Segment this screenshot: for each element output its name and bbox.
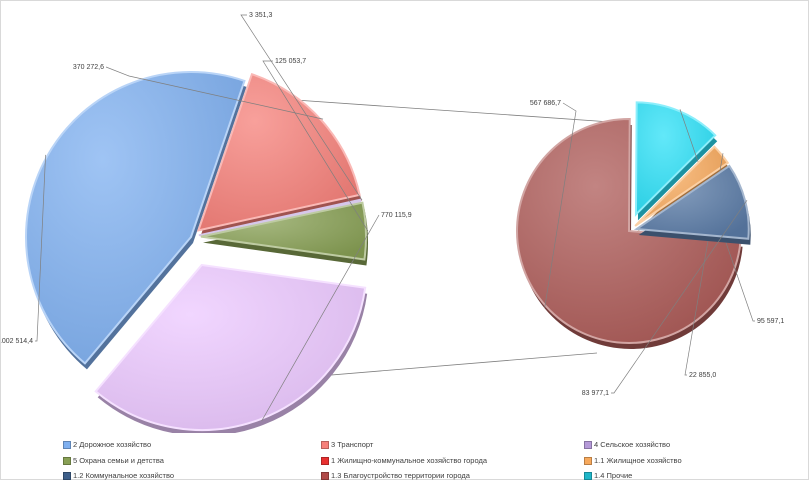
legend-swatch	[321, 457, 329, 466]
legend-label: 1.4 Прочие	[594, 471, 633, 480]
data-label: 1002 514,4	[1, 338, 33, 345]
pie-slice	[198, 198, 362, 237]
legend-label: 1 Жилищно-коммунальное хозяйство города	[331, 456, 488, 465]
pie-slice	[196, 72, 361, 232]
leader-line	[35, 154, 46, 342]
chart-legend: 2 Дорожное хозяйство 3 Транспорт 4 Сельско…	[1, 433, 809, 481]
chart-canvas: 1002 514,4 370 272,6 3 351,3 125 053,7 770 1…	[1, 12, 784, 433]
pie-slice	[633, 164, 750, 240]
data-label: 125 053,7	[275, 58, 306, 65]
data-label: 22 855,0	[689, 372, 716, 379]
data-label: 770 115,9	[381, 212, 412, 219]
legend-label: 1.2 Коммунальное хозяйство	[73, 471, 175, 480]
legend-item: 1 Жилищно-коммунальное хозяйство города	[321, 455, 487, 467]
legend-item: 1.4 Прочие	[584, 470, 632, 482]
legend-label: 3 Транспорт	[331, 440, 374, 449]
legend-swatch	[63, 457, 71, 466]
legend-swatch	[584, 441, 592, 450]
legend-item: 4 Сельское хозяйство	[584, 439, 670, 451]
data-label: 3 351,3	[249, 12, 272, 19]
legend-swatch	[63, 472, 71, 481]
leader-line	[261, 214, 380, 422]
legend-label: 4 Сельское хозяйство	[594, 440, 671, 449]
data-label: 370 272,6	[73, 64, 104, 71]
pie-slice	[634, 145, 730, 227]
data-label: 95 597,1	[757, 318, 784, 325]
leader-line	[240, 14, 363, 201]
legend-item: 5 Охрана семьи и детства	[63, 455, 164, 467]
pie-slice	[634, 101, 717, 217]
legend-item: 3 Транспорт	[321, 439, 373, 451]
legend-label: 5 Охрана семьи и детства	[73, 456, 164, 465]
leader-line	[544, 102, 577, 308]
pie-slice	[25, 71, 246, 365]
data-label: 567 686,7	[530, 100, 561, 107]
legend-label: 1.1 Жилищное хозяйство	[594, 456, 682, 465]
legend-swatch	[321, 472, 329, 481]
leader-line	[611, 199, 748, 394]
legend-item: 1.3 Благоустройство территории города	[321, 470, 470, 482]
pie-slice	[94, 263, 367, 431]
connector-line	[282, 352, 598, 380]
legend-swatch	[321, 441, 329, 450]
pie-slice	[516, 117, 742, 344]
connector-line	[280, 98, 626, 124]
legend-item: 1.2 Коммунальное хозяйство	[63, 470, 174, 482]
legend-swatch	[584, 472, 592, 481]
legend-swatch	[63, 441, 71, 450]
leader-line	[105, 66, 324, 120]
legend-item: 2 Дорожное хозяйство	[63, 439, 151, 451]
data-label: 83 977,1	[582, 390, 609, 397]
legend-swatch	[584, 457, 592, 466]
legend-label: 1.3 Благоустройство территории города	[331, 471, 470, 480]
leader-line	[262, 60, 369, 232]
legend-item: 1.1 Жилищное хозяйство	[584, 455, 682, 467]
legend-label: 2 Дорожное хозяйство	[73, 440, 152, 449]
pie-slice	[200, 201, 367, 261]
